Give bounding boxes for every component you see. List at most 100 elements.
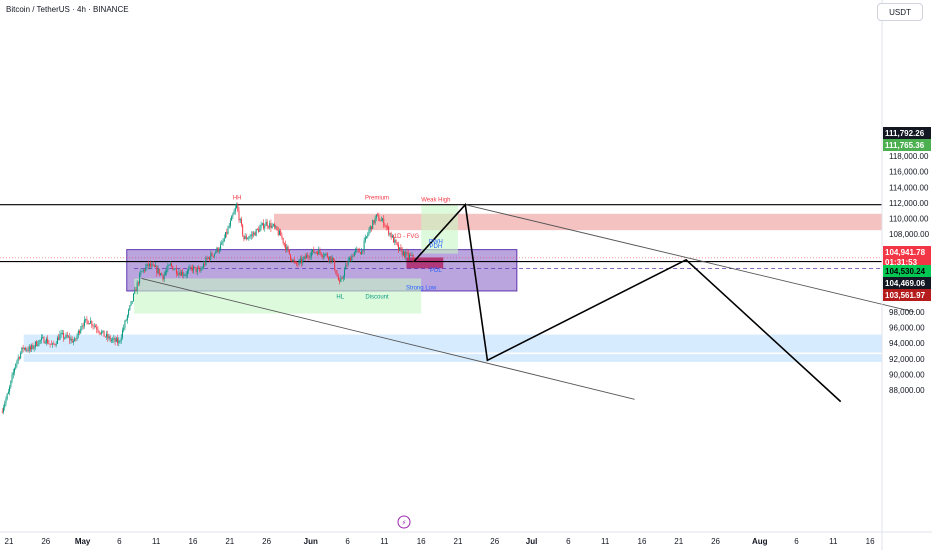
candle-body — [146, 263, 148, 267]
candle-body — [382, 218, 384, 221]
candle-body — [277, 230, 279, 235]
candle-body — [10, 380, 12, 387]
replay-icon[interactable] — [397, 515, 411, 529]
zone-premium-supply — [273, 213, 883, 231]
candle-body — [34, 341, 36, 347]
candle-body — [206, 257, 208, 259]
candle-body — [293, 259, 295, 262]
candle-body — [254, 232, 256, 236]
candle-body — [20, 352, 22, 359]
candle-body — [145, 266, 147, 271]
price-label: 103,561.97 — [885, 291, 926, 300]
candle-body — [332, 257, 334, 261]
candle-body — [153, 264, 155, 267]
candle-body — [104, 336, 106, 338]
candle-body — [172, 265, 174, 270]
candle-body — [244, 236, 246, 240]
candle-body — [48, 343, 50, 345]
time-axis-tick-label: Jun — [304, 537, 318, 546]
candle-body — [96, 327, 98, 330]
candle-body — [351, 255, 353, 262]
candle-body — [144, 269, 146, 271]
price-label: 111,765.36 — [885, 141, 925, 150]
candle-body — [337, 276, 339, 281]
candle-body — [6, 393, 8, 399]
candle-body — [54, 344, 56, 345]
candle-body — [16, 360, 18, 364]
annotation-label: Strong Low — [406, 285, 437, 291]
candle-body — [166, 269, 168, 273]
replay-icon-glyph: ⚡ — [402, 519, 407, 527]
candle-body — [193, 266, 195, 271]
candle-body — [303, 256, 305, 260]
candle-body — [282, 238, 284, 244]
time-axis-tick-label: 11 — [380, 537, 389, 546]
candle-body — [137, 282, 139, 284]
candle-body — [69, 336, 71, 341]
candle-body — [118, 340, 120, 344]
candle-body — [396, 242, 398, 245]
candle-body — [266, 221, 268, 227]
time-axis-tick-label: 6 — [566, 537, 571, 546]
projection-path — [413, 202, 842, 403]
candle-body — [341, 278, 343, 279]
candle-body — [18, 357, 20, 359]
candle-body — [26, 349, 28, 351]
candle-body — [411, 254, 413, 256]
candle-body — [298, 260, 300, 265]
candle-body — [285, 244, 287, 250]
candle-body — [106, 333, 108, 337]
candle-body — [55, 343, 57, 345]
price-label-box — [883, 127, 931, 139]
candle-body — [196, 268, 198, 273]
candle-body — [124, 320, 126, 328]
candle-body — [152, 264, 154, 266]
candle-body — [291, 259, 293, 262]
candle-body — [275, 226, 277, 228]
candle-body — [44, 342, 46, 344]
candle-body — [225, 232, 227, 239]
time-axis-tick-label: 11 — [829, 537, 838, 546]
candle-body — [2, 407, 4, 413]
candle-body — [308, 256, 310, 258]
time-axis-tick-label: Aug — [752, 537, 768, 546]
time-axis-tick-label: 16 — [417, 537, 426, 546]
candle-body — [53, 343, 55, 345]
candle-body — [66, 334, 68, 337]
candle-body — [52, 343, 54, 345]
countdown-label: 01:31:53 — [885, 258, 918, 267]
candle-body — [363, 240, 365, 252]
candle-body — [21, 347, 23, 353]
candle-body — [87, 320, 89, 325]
candle-body — [148, 263, 150, 266]
currency-button[interactable]: USDT — [877, 3, 923, 21]
candle-body — [131, 301, 133, 302]
candle-body — [47, 338, 49, 344]
candle-body — [243, 235, 245, 240]
candle-body — [161, 273, 163, 276]
candle-body — [142, 269, 144, 272]
candle-body — [373, 220, 375, 224]
time-axis-tick-label: 6 — [794, 537, 799, 546]
candle-body — [112, 339, 114, 341]
annotation-label: HL — [336, 295, 344, 301]
candle-body — [318, 249, 320, 255]
candle-body — [283, 243, 285, 245]
candle-body — [356, 249, 358, 251]
candle-body — [372, 220, 374, 230]
candle-body — [93, 325, 95, 327]
candle-body — [5, 398, 7, 404]
candle-body — [301, 258, 303, 264]
candle-body — [259, 227, 261, 232]
candle-body — [158, 268, 160, 275]
candle-body — [79, 330, 81, 333]
candle-body — [226, 232, 228, 234]
candle-body — [121, 330, 123, 338]
price-label-box — [883, 265, 931, 277]
candle-body — [325, 253, 327, 255]
candle-body — [227, 227, 229, 234]
candle-body — [185, 274, 187, 276]
candle-body — [12, 372, 14, 375]
